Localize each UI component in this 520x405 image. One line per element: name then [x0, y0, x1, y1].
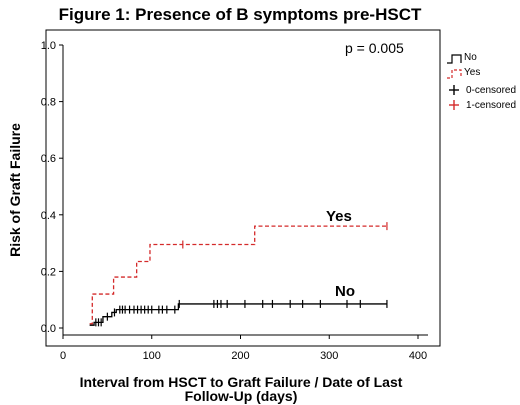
plot-frame: [45, 29, 441, 347]
series-line-yes: [89, 225, 387, 325]
legend-label-yes: Yes: [464, 67, 480, 78]
p-value-annotation: p = 0.005: [345, 40, 404, 56]
legend-swatch-yes: [447, 69, 462, 79]
axes: 0.0 0.2 0.4 0.6 0.8 1.0 0 100 200 300 400: [41, 40, 428, 362]
legend-swatch-1-censored: [449, 100, 459, 110]
x-tick-label: 300: [320, 350, 338, 362]
series-label-no: No: [335, 283, 355, 300]
y-tick-label: 0.2: [41, 266, 56, 278]
y-ticks: 0.0 0.2 0.4 0.6 0.8 1.0: [41, 40, 63, 335]
y-tick-label: 0.6: [41, 153, 56, 165]
x-tick-label: 200: [231, 350, 249, 362]
chart-title: Figure 1: Presence of B symptoms pre-HSC…: [59, 5, 422, 24]
legend-label-no: No: [464, 52, 477, 63]
legend-label-0-censored: 0-censored: [466, 85, 516, 96]
x-axis-label-line-2: Follow-Up (days): [185, 388, 298, 404]
y-tick-label: 1.0: [41, 40, 56, 52]
x-tick-label: 100: [143, 350, 161, 362]
series-layer: [89, 222, 388, 327]
y-axis-label: Risk of Graft Failure: [7, 123, 23, 257]
x-axis-label-line-1: Interval from HSCT to Graft Failure / Da…: [80, 374, 403, 390]
legend-swatch-0-censored: [449, 85, 459, 95]
x-tick-label: 400: [409, 350, 427, 362]
legend-swatch-no: [447, 54, 462, 64]
x-tick-label: 0: [60, 350, 66, 362]
series-line-no: [89, 303, 387, 326]
y-tick-label: 0.4: [41, 210, 56, 222]
legend-label-1-censored: 1-censored: [466, 100, 516, 111]
series-label-yes: Yes: [326, 208, 352, 225]
y-tick-label: 0.0: [41, 323, 56, 335]
legend: No Yes 0-censored 1-censored: [447, 52, 516, 111]
x-ticks: 0 100 200 300 400: [60, 335, 427, 362]
y-tick-label: 0.8: [41, 97, 56, 109]
